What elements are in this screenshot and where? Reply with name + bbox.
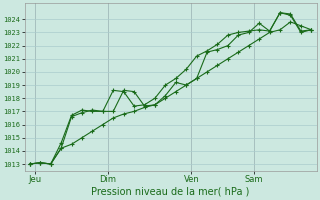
X-axis label: Pression niveau de la mer( hPa ): Pression niveau de la mer( hPa )	[92, 187, 250, 197]
